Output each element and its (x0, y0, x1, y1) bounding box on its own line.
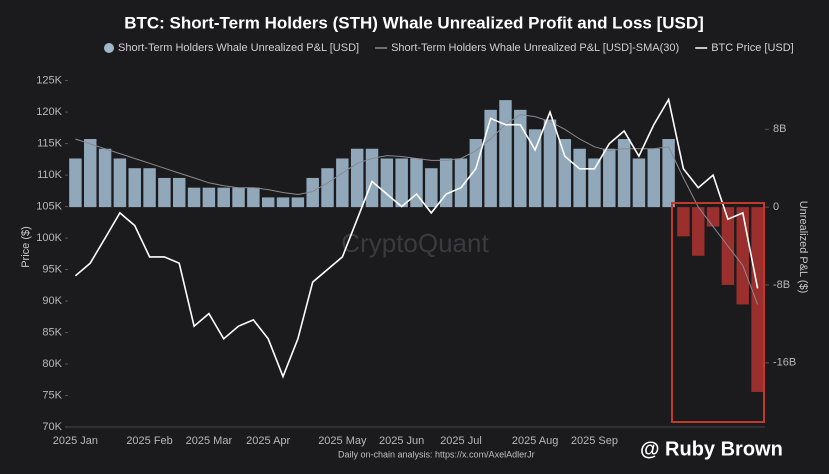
bar (380, 158, 394, 208)
x-tick-label: 2025 Jul (440, 435, 482, 447)
chart-title: BTC: Short-Term Holders (STH) Whale Unre… (124, 13, 704, 32)
bar (276, 197, 290, 208)
bar (439, 158, 453, 208)
bar (291, 197, 305, 208)
legend-label: BTC Price [USD] (711, 42, 794, 54)
y-tick-label: 70K (42, 421, 62, 433)
x-tick-label: 2025 Apr (246, 435, 290, 447)
bar (528, 129, 542, 208)
x-tick-label: 2025 May (318, 435, 367, 447)
bar (143, 168, 156, 208)
bar (217, 187, 230, 208)
bar (484, 109, 497, 208)
bar (677, 207, 690, 237)
bar (306, 177, 319, 208)
bar (98, 148, 112, 208)
bar (647, 148, 661, 208)
bar (202, 187, 216, 208)
y-tick-label: 85K (42, 326, 62, 338)
bar (350, 148, 364, 208)
bar (543, 119, 557, 208)
bar (706, 207, 720, 227)
bar (617, 139, 631, 208)
bar (425, 168, 438, 208)
y-tick-label: 90K (42, 295, 62, 307)
y2-tick-label: 8B (773, 123, 786, 135)
watermark: CryptoQuant (341, 228, 489, 258)
x-tick-label: 2025 Mar (186, 435, 233, 447)
bar (514, 109, 527, 208)
overlay-watermark: @ Ruby Brown (640, 438, 783, 460)
y2-axis-title: Unrealized P&L ($) (797, 201, 809, 294)
bar (84, 139, 97, 208)
bar (751, 207, 764, 392)
bar (172, 177, 186, 208)
bar (69, 158, 82, 208)
y-tick-label: 120K (36, 106, 62, 118)
y-tick-label: 115K (37, 137, 63, 149)
bar (336, 158, 349, 208)
bar (261, 197, 275, 208)
x-tick-label: 2025 Jan (53, 435, 98, 447)
y-tick-label: 75K (42, 389, 62, 401)
bar (365, 148, 379, 208)
x-tick-label: 2025 Aug (512, 435, 559, 447)
bar (232, 187, 245, 208)
y-tick-label: 95K (42, 263, 62, 275)
y-axis-title: Price ($) (20, 226, 32, 268)
legend: Short-Term Holders Whale Unrealized P&L … (104, 42, 794, 54)
x-tick-label: 2025 Sep (571, 435, 618, 447)
legend-label: Short-Term Holders Whale Unrealized P&L … (118, 42, 359, 54)
line (74, 97, 759, 379)
bar (499, 100, 512, 208)
bar (573, 148, 586, 208)
highlight-box (671, 202, 765, 423)
bar (603, 148, 616, 208)
bar (692, 207, 705, 256)
bar (247, 187, 260, 208)
bar (588, 158, 601, 208)
bar (454, 158, 468, 208)
bar (158, 177, 171, 208)
bar (662, 139, 675, 208)
y-tick-label: 80K (42, 358, 62, 370)
y2-tick-label: -16B (773, 357, 796, 369)
bar (321, 168, 334, 208)
footer: Daily on-chain analysis: https://x.com/A… (338, 449, 535, 459)
y-tick-label: 105K (36, 200, 62, 212)
bar (395, 158, 408, 208)
legend-label: Short-Term Holders Whale Unrealized P&L … (391, 42, 679, 54)
bar (113, 158, 127, 208)
bar (736, 207, 749, 305)
bar (187, 187, 201, 208)
x-tick-label: 2025 Feb (126, 435, 172, 447)
y-tick-label: 110K (37, 169, 63, 181)
bar (558, 139, 572, 208)
y-tick-label: 100K (36, 232, 62, 244)
bar (410, 158, 423, 208)
y-tick-label: 125K (36, 75, 62, 87)
y2-tick-label: 0 (773, 201, 779, 213)
bar (632, 158, 646, 208)
line (75, 114, 759, 305)
bar (128, 168, 141, 208)
legend-swatch (104, 43, 114, 53)
y2-tick-label: -8B (773, 279, 790, 291)
x-tick-label: 2025 Jun (379, 435, 424, 447)
